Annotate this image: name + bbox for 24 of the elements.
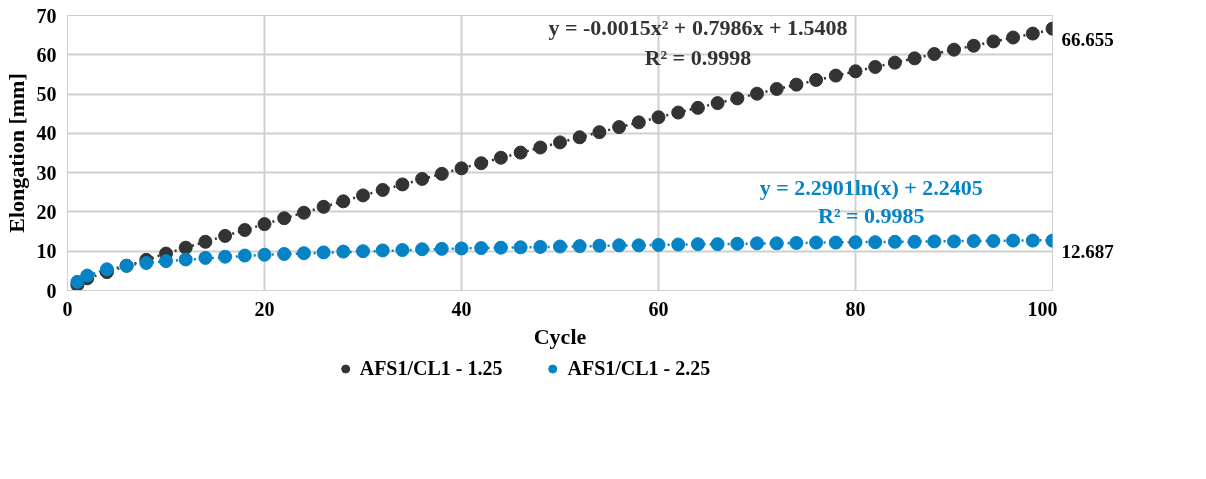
data-label: 12.687: [1061, 240, 1115, 262]
x-tick-label: 20: [254, 297, 275, 320]
x-tick-label: 80: [845, 297, 866, 320]
data-label: 66.655: [1061, 28, 1114, 50]
y-tick-label: 30: [36, 161, 57, 184]
annotation: R² = 0.9985: [818, 202, 925, 228]
y-tick-label: 70: [36, 4, 57, 27]
y-tick-label: 40: [36, 122, 57, 145]
y-tick-label: 50: [36, 83, 57, 106]
y-axis-title: Elongation [mm]: [3, 73, 29, 233]
annotation: R² = 0.9998: [644, 45, 752, 71]
x-axis-title: Cycle: [533, 323, 587, 349]
annotation: y = 2.2901ln(x) + 2.2405: [759, 174, 983, 200]
y-tick-label: 10: [36, 240, 57, 263]
legend-label: AFS1/CL1 - 2.25: [567, 356, 711, 380]
annotation: y = -0.0015x² + 0.7986x + 1.5408: [548, 15, 848, 41]
y-tick-label: 0: [46, 279, 57, 302]
x-tick-label: 40: [451, 297, 472, 320]
y-tick-label: 20: [36, 200, 57, 223]
x-tick-label: 60: [648, 297, 669, 320]
y-tick-label: 60: [36, 43, 57, 66]
x-tick-label: 0: [62, 297, 73, 320]
legend-label: AFS1/CL1 - 1.25: [359, 356, 503, 380]
x-tick-label: 100: [1027, 297, 1058, 320]
